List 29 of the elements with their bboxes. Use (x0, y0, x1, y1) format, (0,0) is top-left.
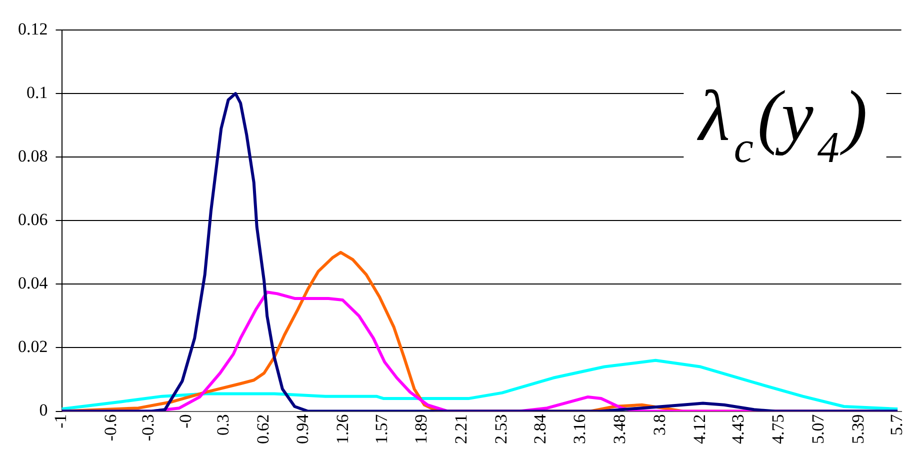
x-tick-label: 3.16 (570, 414, 590, 444)
y-tick-label: 0.04 (18, 274, 48, 293)
x-tick-label: 4.43 (728, 414, 748, 444)
x-tick-label: 4.12 (690, 414, 709, 444)
x-tick-label: -0 (176, 414, 195, 428)
x-tick-label: 5.39 (848, 414, 868, 444)
y-tick-label: 0.06 (18, 210, 48, 230)
y-tick-label: 0.08 (18, 146, 48, 166)
x-tick-label: 3.48 (610, 414, 630, 444)
x-tick-label: 2.21 (452, 414, 471, 444)
x-tick-label: 5.7 (887, 414, 906, 436)
x-tick-label: -1 (51, 414, 70, 428)
x-tick-label: -0.3 (138, 414, 158, 442)
x-tick-label: -0.6 (101, 414, 120, 442)
x-tick-label: 5.07 (808, 414, 828, 444)
y-tick-label: 0.12 (18, 19, 48, 38)
x-tick-label: 0.3 (213, 414, 232, 436)
x-tick-label: 3.8 (650, 414, 670, 436)
y-tick-label: 0 (39, 400, 48, 420)
x-tick-label: 1.57 (372, 414, 391, 444)
y-tick-label: 0.02 (18, 337, 48, 356)
x-tick-label: 2.53 (492, 414, 511, 444)
x-tick-label: 1.89 (412, 414, 431, 444)
x-tick-label: 4.75 (768, 414, 788, 444)
x-tick-label: 1.26 (333, 414, 352, 444)
x-tick-label: 0.94 (293, 414, 312, 444)
x-tick-label: 2.84 (530, 414, 550, 444)
x-tick-label: 0.62 (253, 414, 272, 444)
y-tick-label: 0.1 (26, 83, 48, 102)
